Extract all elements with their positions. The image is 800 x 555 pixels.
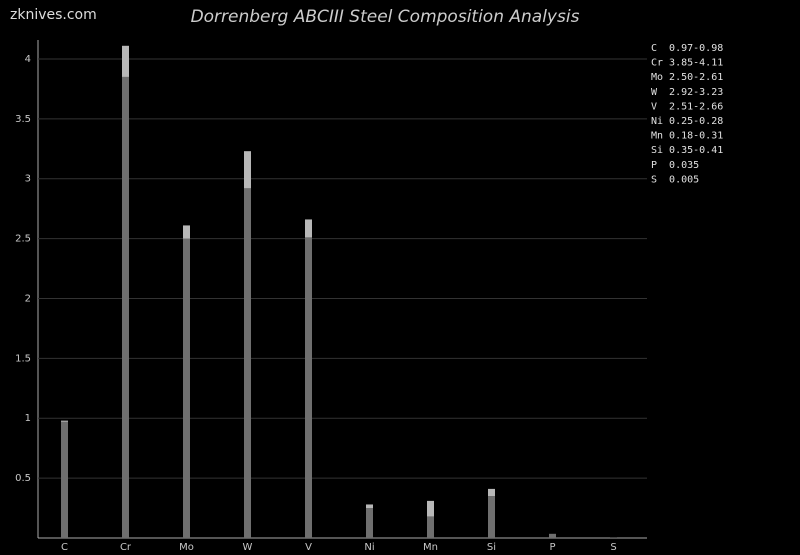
legend-entry: Cr 3.85-4.11 [651, 58, 723, 69]
x-tick-label: Cr [120, 542, 132, 553]
bar-range [183, 225, 190, 239]
bar-min [427, 516, 434, 538]
bar-range [366, 504, 373, 509]
y-tick-label: 3.5 [15, 114, 31, 125]
bar-min [244, 188, 251, 538]
bar-min [183, 238, 190, 538]
x-tick-label: C [61, 542, 68, 553]
legend-entry: C 0.97-0.98 [651, 43, 723, 54]
y-tick-label: 3 [25, 174, 31, 185]
bar-min [122, 76, 129, 539]
bar-range [488, 488, 495, 497]
x-tick-label: S [610, 542, 616, 553]
legend-entry: W 2.92-3.23 [651, 87, 723, 98]
bar-min [549, 533, 556, 538]
bar-range [427, 500, 434, 517]
x-tick-label: Mn [423, 542, 438, 553]
y-tick-label: 0.5 [15, 473, 31, 484]
x-tick-label: Si [487, 542, 496, 553]
y-tick-label: 2 [25, 293, 31, 304]
y-tick-label: 1 [25, 413, 31, 424]
x-tick-label: P [549, 542, 555, 553]
bar-min [488, 496, 495, 538]
bar-min [305, 237, 312, 538]
bar-range [61, 420, 68, 422]
y-tick-label: 1.5 [15, 353, 31, 364]
y-tick-label: 4 [25, 54, 31, 65]
y-tick-label: 2.5 [15, 234, 31, 245]
x-tick-label: W [243, 542, 253, 553]
legend-entry: S 0.005 [651, 174, 699, 185]
bar-min [366, 508, 373, 538]
bar-range [244, 151, 251, 189]
bar-min [610, 537, 617, 538]
bar-min [61, 421, 68, 538]
bar-range [305, 219, 312, 238]
legend-entry: V 2.51-2.66 [651, 101, 723, 112]
legend-entry: Ni 0.25-0.28 [651, 116, 723, 127]
x-tick-label: Ni [364, 542, 374, 553]
legend-entry: Mo 2.50-2.61 [651, 72, 723, 83]
legend-entry: Si 0.35-0.41 [651, 145, 723, 156]
watermark: zknives.com [10, 7, 97, 23]
x-tick-label: V [305, 542, 312, 553]
legend-entry: P 0.035 [651, 160, 699, 171]
legend-entry: Mn 0.18-0.31 [651, 131, 723, 142]
bar-range [122, 45, 129, 77]
x-tick-label: Mo [179, 542, 194, 553]
chart-title: Dorrenberg ABCIII Steel Composition Anal… [191, 7, 580, 27]
